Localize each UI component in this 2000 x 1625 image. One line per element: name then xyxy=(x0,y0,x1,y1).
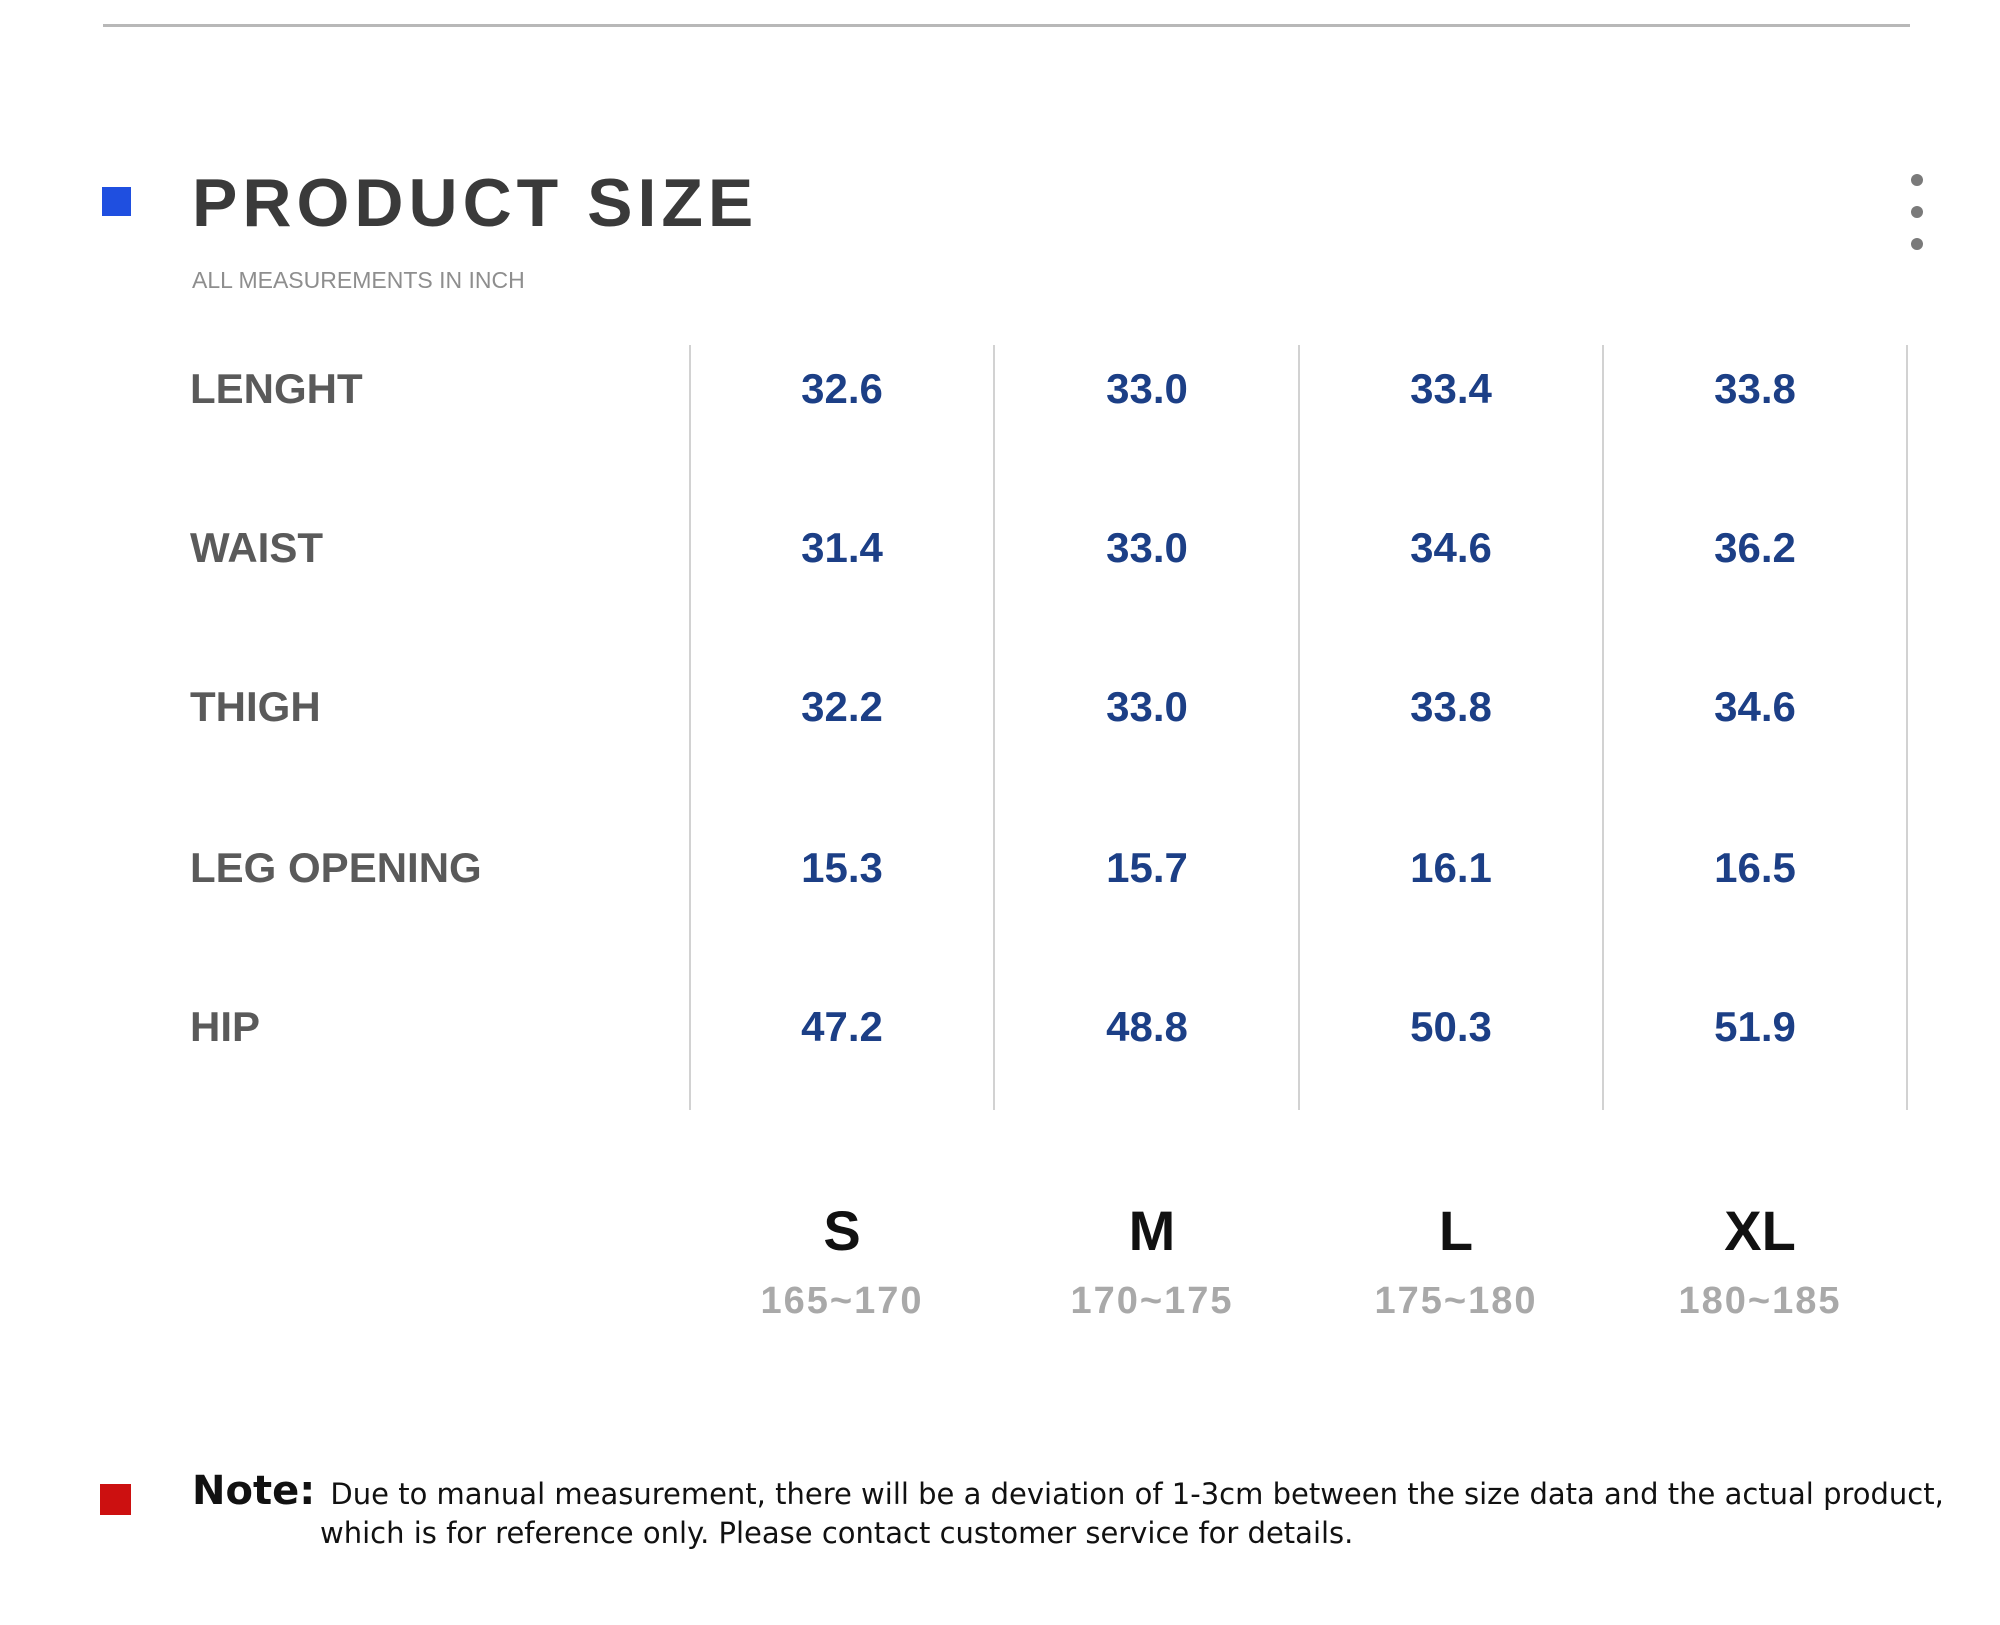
size-label-xl: XL xyxy=(1724,1199,1796,1262)
page-title: PRODUCT SIZE xyxy=(192,165,759,241)
table-cell: 33.4 xyxy=(1410,365,1492,412)
menu-dot xyxy=(1911,238,1923,250)
table-cell: 33.0 xyxy=(1106,365,1188,412)
table-cell: 34.6 xyxy=(1410,524,1492,571)
size-range-xl: 180~185 xyxy=(1678,1280,1842,1322)
table-cell: 16.5 xyxy=(1714,844,1796,891)
table-cell: 47.2 xyxy=(801,1003,883,1050)
table-cell: 15.3 xyxy=(801,844,883,891)
size-range-l: 175~180 xyxy=(1374,1280,1538,1322)
table-cell: 16.1 xyxy=(1410,844,1492,891)
title-square-marker xyxy=(102,187,131,216)
table-cell: 36.2 xyxy=(1714,524,1796,571)
top-divider xyxy=(103,24,1910,27)
row-label-leg-opening: LEG OPENING xyxy=(190,844,482,891)
size-label-s: S xyxy=(823,1199,861,1262)
menu-dot xyxy=(1911,206,1923,218)
note-block: Note: Due to manual measurement, there w… xyxy=(192,1471,1962,1553)
row-label-thigh: THIGH xyxy=(190,683,321,730)
table-cell: 32.2 xyxy=(801,683,883,730)
table-cell: 33.0 xyxy=(1106,524,1188,571)
table-cell: 34.6 xyxy=(1714,683,1796,730)
row-label-length: LENGHT xyxy=(190,365,363,412)
note-text-line1: Due to manual measurement, there will be… xyxy=(330,1477,1944,1511)
table-cell: 51.9 xyxy=(1714,1003,1796,1050)
table-cell: 33.0 xyxy=(1106,683,1188,730)
note-text-line2: which is for reference only. Please cont… xyxy=(320,1516,1354,1550)
menu-dot xyxy=(1911,174,1923,186)
column-divider xyxy=(1906,345,1908,1110)
column-divider xyxy=(993,345,995,1110)
table-cell: 31.4 xyxy=(801,524,883,571)
column-divider xyxy=(689,345,691,1110)
note-label: Note: xyxy=(192,1468,316,1514)
row-label-waist: WAIST xyxy=(190,524,323,571)
more-vertical-icon[interactable] xyxy=(1905,172,1929,256)
table-cell: 15.7 xyxy=(1106,844,1188,891)
note-square-marker xyxy=(100,1484,131,1515)
size-range-m: 170~175 xyxy=(1070,1280,1234,1322)
table-cell: 50.3 xyxy=(1410,1003,1492,1050)
table-cell: 48.8 xyxy=(1106,1003,1188,1050)
column-divider xyxy=(1602,345,1604,1110)
table-cell: 33.8 xyxy=(1714,365,1796,412)
column-divider xyxy=(1298,345,1300,1110)
size-label-m: M xyxy=(1128,1199,1176,1262)
size-range-s: 165~170 xyxy=(760,1280,924,1322)
table-cell: 33.8 xyxy=(1410,683,1492,730)
row-label-hip: HIP xyxy=(190,1003,261,1050)
table-cell: 32.6 xyxy=(801,365,883,412)
page-subtitle: ALL MEASUREMENTS IN INCH xyxy=(192,267,525,293)
size-label-l: L xyxy=(1438,1199,1474,1262)
